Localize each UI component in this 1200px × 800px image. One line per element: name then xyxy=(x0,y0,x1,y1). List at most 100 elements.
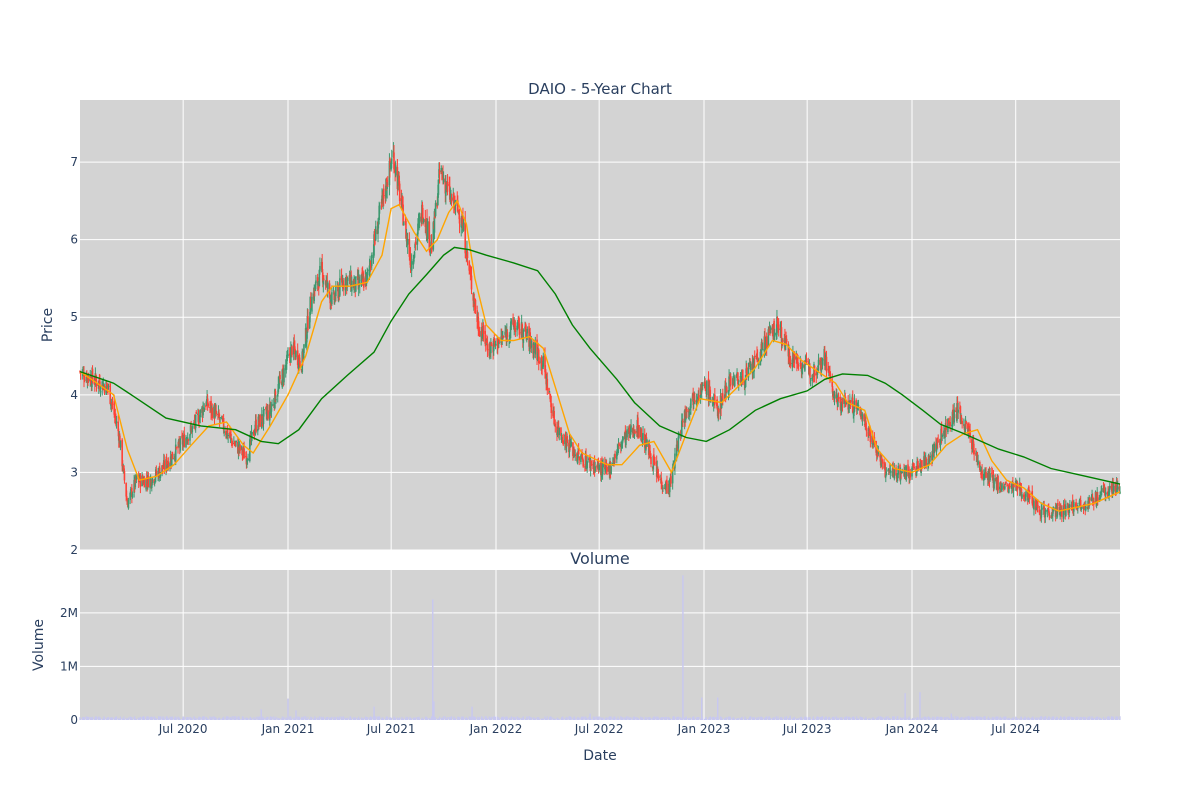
candle-body xyxy=(178,441,180,445)
candle-body xyxy=(880,457,883,460)
candle-body xyxy=(769,328,771,333)
candle-body xyxy=(748,362,751,365)
volume-bar xyxy=(1015,716,1017,720)
volume-bar xyxy=(848,716,850,720)
candle-body xyxy=(218,412,220,418)
volume-bar xyxy=(327,716,329,720)
volume-bar xyxy=(642,718,644,720)
candle-body xyxy=(195,412,198,414)
volume-bar xyxy=(975,716,977,720)
volume-bar xyxy=(163,716,165,720)
price-y-ticks: 2 3 4 5 6 7 xyxy=(70,155,78,557)
volume-bar xyxy=(139,716,142,720)
candle-body xyxy=(390,167,392,170)
candle-body xyxy=(458,217,461,224)
candle-body xyxy=(638,425,640,438)
candle-body xyxy=(346,278,349,286)
candle-body xyxy=(983,473,985,481)
price-chart-title: DAIO - 5-Year Chart xyxy=(528,80,672,98)
volume-bar xyxy=(399,717,401,720)
candle-body xyxy=(676,446,679,448)
volume-bar xyxy=(1021,718,1023,720)
volume-bar xyxy=(393,716,395,720)
candle-body xyxy=(315,280,317,284)
candle-body xyxy=(432,222,435,250)
volume-bar xyxy=(626,716,628,720)
candle-body xyxy=(642,432,644,441)
x-tick-label: Jul 2022 xyxy=(574,722,624,736)
volume-bar xyxy=(652,717,654,720)
candle-body xyxy=(937,440,940,442)
candle-body xyxy=(365,272,368,284)
candle-body xyxy=(793,354,796,361)
volume-bar xyxy=(968,716,970,720)
volume-bar xyxy=(745,717,747,720)
candle-body xyxy=(294,346,296,352)
candle-body xyxy=(290,344,293,346)
candle-body xyxy=(871,436,874,443)
candle-body xyxy=(653,454,655,464)
volume-bar xyxy=(1009,718,1011,720)
candle-body xyxy=(558,427,561,435)
volume-bar xyxy=(582,716,584,720)
candle-body xyxy=(151,485,153,488)
candle-body xyxy=(1071,500,1074,511)
candle-body xyxy=(214,408,217,410)
candle-body xyxy=(512,317,514,325)
candle-body xyxy=(809,377,812,379)
volume-bar xyxy=(211,716,213,720)
volume-bar xyxy=(442,716,445,720)
candle-body xyxy=(1096,495,1099,502)
price-plot-area xyxy=(80,100,1120,550)
candle-body xyxy=(139,475,142,487)
candle-body xyxy=(90,377,92,385)
candle-body xyxy=(979,470,982,472)
volume-bar xyxy=(921,717,923,720)
volume-spike-bar xyxy=(682,575,684,720)
candle-body xyxy=(293,341,296,350)
candle-body xyxy=(458,211,460,215)
volume-bar xyxy=(614,716,616,720)
candle-body xyxy=(1088,498,1091,501)
candle-body xyxy=(869,432,872,443)
candle-body xyxy=(839,396,841,403)
candle-body xyxy=(729,376,732,385)
volume-bar xyxy=(388,717,391,720)
candle-body xyxy=(465,257,468,259)
candle-body xyxy=(234,444,236,446)
candle-body xyxy=(162,467,164,469)
candle-body xyxy=(640,428,643,439)
candle-body xyxy=(997,476,999,491)
volume-bar xyxy=(203,716,205,720)
candle-body xyxy=(993,478,995,489)
candle-body xyxy=(1013,484,1015,488)
candle-body xyxy=(134,476,137,488)
candle-body xyxy=(1057,503,1059,506)
volume-bar xyxy=(293,717,295,720)
candle-body xyxy=(275,399,277,401)
volume-bar xyxy=(161,716,163,720)
volume-bar xyxy=(335,717,337,720)
candle-body xyxy=(888,470,891,472)
volume-bar xyxy=(514,718,516,720)
volume-bar xyxy=(235,717,237,720)
volume-bar xyxy=(85,716,87,720)
volume-bar xyxy=(897,718,899,720)
candle-body xyxy=(979,462,981,471)
volume-bar xyxy=(706,718,708,720)
candle-body xyxy=(496,338,499,350)
candle-body xyxy=(1051,513,1054,517)
volume-bar xyxy=(247,718,249,720)
candle-body xyxy=(283,368,285,383)
candle-body xyxy=(464,219,467,254)
volume-bar xyxy=(794,716,796,720)
candle-body xyxy=(915,472,918,476)
candle-body xyxy=(159,471,162,478)
candle-body xyxy=(892,468,894,471)
volume-bar xyxy=(959,718,961,720)
candle-body xyxy=(534,342,537,355)
volume-bar xyxy=(909,718,911,720)
volume-bar xyxy=(89,716,91,720)
candle-body xyxy=(1004,483,1007,486)
volume-bar xyxy=(209,716,211,720)
